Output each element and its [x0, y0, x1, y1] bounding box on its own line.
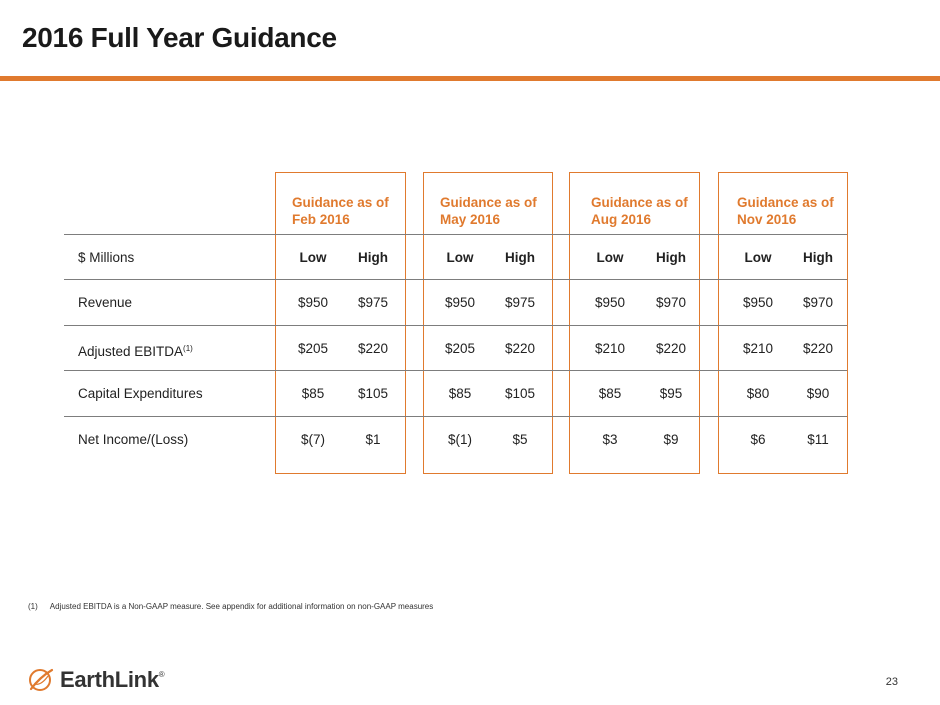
row-label-capital-expenditures: Capital Expenditures	[78, 386, 203, 401]
earthlink-orbit-icon	[29, 668, 54, 691]
table-cell: $85	[598, 386, 622, 401]
guidance-header-line2: Feb 2016	[292, 212, 350, 227]
guidance-header-may: Guidance as of May 2016	[440, 194, 537, 228]
table-divider	[64, 234, 847, 235]
low-header: Low	[744, 250, 772, 265]
footnote: (1) Adjusted EBITDA is a Non-GAAP measure…	[28, 602, 433, 611]
row-label-adjusted-ebitda: Adjusted EBITDA(1)	[78, 341, 193, 360]
table-cell: $205	[444, 341, 476, 356]
brand-name: EarthLink	[60, 667, 159, 692]
row-label-revenue: Revenue	[78, 295, 133, 310]
table-cell: $90	[806, 386, 830, 401]
table-cell: $975	[504, 295, 536, 310]
low-header: Low	[596, 250, 624, 265]
table-cell: $105	[357, 386, 389, 401]
table-cell: $85	[301, 386, 325, 401]
footnote-marker: (1)	[28, 602, 38, 611]
table-cell: $205	[297, 341, 329, 356]
table-cell: $950	[297, 295, 329, 310]
high-header: High	[358, 250, 388, 265]
table-cell: $85	[448, 386, 472, 401]
guidance-header-line1: Guidance as of	[440, 195, 537, 210]
table-cell: $3	[602, 432, 618, 447]
guidance-box-feb	[275, 172, 406, 474]
table-cell: $970	[655, 295, 687, 310]
guidance-header-aug: Guidance as of Aug 2016	[591, 194, 688, 228]
table-cell: $220	[357, 341, 389, 356]
table-cell: $950	[444, 295, 476, 310]
guidance-header-line1: Guidance as of	[591, 195, 688, 210]
guidance-header-line1: Guidance as of	[737, 195, 834, 210]
slide-title: 2016 Full Year Guidance	[22, 22, 337, 53]
earthlink-logo: EarthLink®	[28, 666, 165, 694]
high-header: High	[656, 250, 686, 265]
row-label-net-income: Net Income/(Loss)	[78, 432, 189, 447]
table-cell: $220	[504, 341, 536, 356]
table-cell: $970	[802, 295, 834, 310]
footnote-text: Adjusted EBITDA is a Non-GAAP measure. S…	[49, 602, 434, 611]
table-cell: $1	[365, 432, 381, 447]
table-divider	[64, 325, 847, 326]
table-cell: $105	[504, 386, 536, 401]
high-header: High	[505, 250, 535, 265]
table-divider	[64, 370, 847, 371]
guidance-box-may	[423, 172, 553, 474]
table-cell: $95	[659, 386, 683, 401]
table-divider	[64, 279, 847, 280]
guidance-header-line2: Aug 2016	[591, 212, 652, 227]
table-cell: $220	[802, 341, 834, 356]
table-cell: $210	[742, 341, 774, 356]
guidance-box-aug	[569, 172, 700, 474]
row-label-text: Adjusted EBITDA	[78, 344, 184, 359]
guidance-header-nov: Guidance as of Nov 2016	[737, 194, 834, 228]
table-cell: $11	[807, 432, 829, 447]
table-cell: $(1)	[447, 432, 472, 447]
guidance-header-feb: Guidance as of Feb 2016	[292, 194, 389, 228]
table-cell: $975	[357, 295, 389, 310]
low-header: Low	[446, 250, 474, 265]
table-cell: $9	[663, 432, 679, 447]
table-cell: $210	[594, 341, 626, 356]
guidance-header-line2: May 2016	[440, 212, 501, 227]
high-header: High	[803, 250, 833, 265]
guidance-header-line2: Nov 2016	[737, 212, 797, 227]
unit-label: $ Millions	[78, 250, 135, 265]
table-divider	[64, 416, 847, 417]
footnote-reference: (1)	[183, 344, 193, 353]
table-cell: $220	[655, 341, 687, 356]
title-underline	[0, 76, 940, 81]
table-cell: $6	[750, 432, 766, 447]
guidance-box-nov	[718, 172, 848, 474]
logo-wordmark: EarthLink®	[60, 667, 165, 693]
table-cell: $80	[746, 386, 770, 401]
low-header: Low	[299, 250, 327, 265]
page-number: 23	[885, 676, 898, 688]
table-cell: $5	[512, 432, 528, 447]
table-cell: $950	[742, 295, 774, 310]
guidance-header-line1: Guidance as of	[292, 195, 389, 210]
registered-mark: ®	[158, 670, 165, 679]
table-cell: $(7)	[300, 432, 325, 447]
table-cell: $950	[594, 295, 626, 310]
